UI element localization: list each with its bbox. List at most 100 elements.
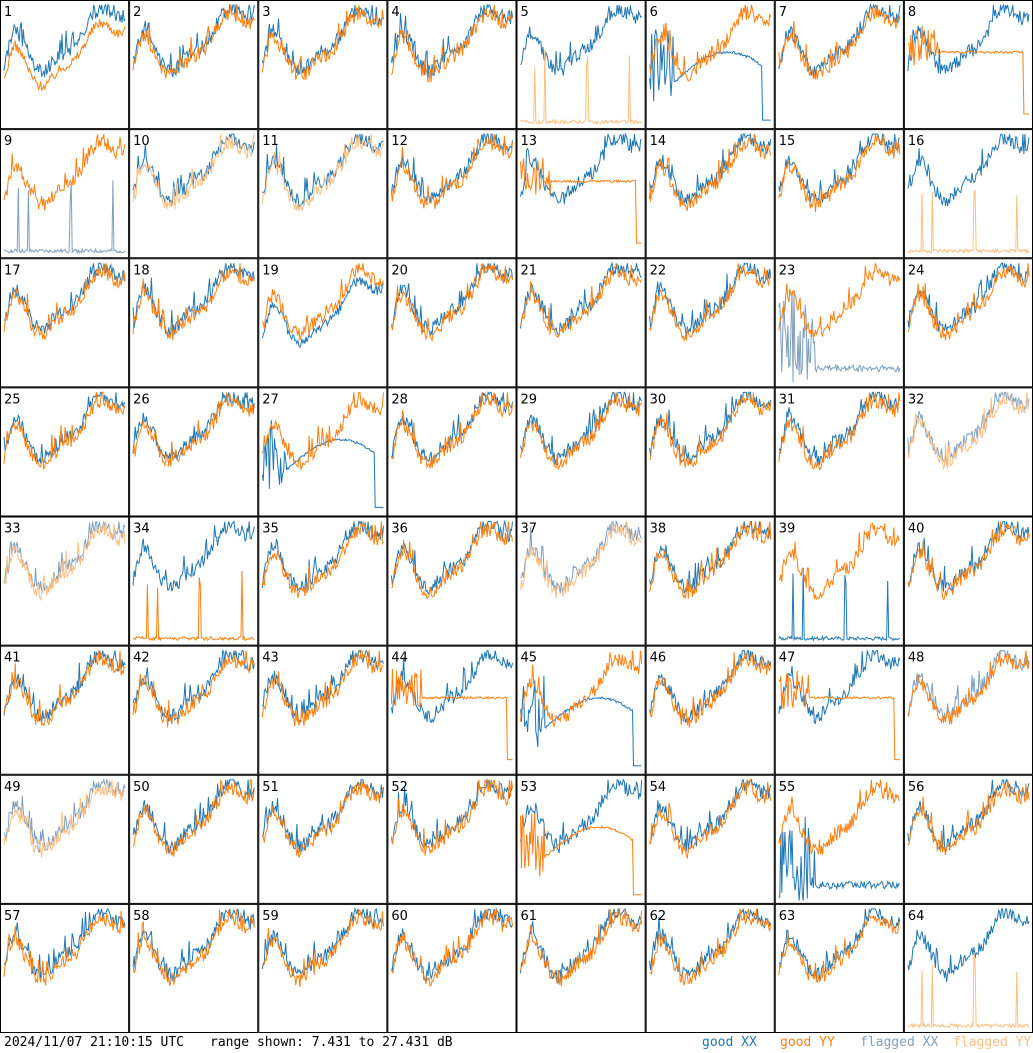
panel-14: 14 <box>645 129 775 259</box>
series-xx-panel-16 <box>907 133 1030 207</box>
panel-62: 62 <box>645 903 775 1033</box>
series-yy-panel-48 <box>907 650 1030 725</box>
series-xx-panel-9 <box>4 180 126 255</box>
panel-2: 2 <box>129 0 259 130</box>
legend-flagged-yy: flagged YY <box>953 1035 1032 1050</box>
panel-31: 31 <box>774 387 904 517</box>
panel-frame <box>0 516 130 646</box>
series-yy-panel-41 <box>3 650 126 727</box>
series-xx-panel-52 <box>390 777 513 849</box>
series-xx-panel-38 <box>649 521 772 595</box>
series-yy-panel-13 <box>520 157 642 244</box>
panel-30: 30 <box>645 387 775 517</box>
panel-number-label: 52 <box>391 780 408 795</box>
panel-frame <box>774 774 904 904</box>
panel-34: 34 <box>129 516 259 646</box>
panel-59: 59 <box>258 903 388 1033</box>
panel-frame <box>516 774 646 904</box>
panel-frame <box>258 387 388 517</box>
panel-43: 43 <box>258 645 388 775</box>
panel-number-label: 53 <box>521 780 538 795</box>
panel-frame <box>129 903 259 1033</box>
panel-number-label: 22 <box>650 263 667 278</box>
panel-64: 64 <box>903 903 1033 1033</box>
series-yy-panel-26 <box>132 392 255 467</box>
panel-32: 32 <box>903 387 1033 517</box>
panel-58: 58 <box>129 903 259 1033</box>
panel-number-label: 31 <box>779 392 796 407</box>
series-yy-panel-10 <box>132 134 255 210</box>
panel-number-label: 5 <box>521 5 529 20</box>
panel-frame <box>129 258 259 388</box>
series-xx-panel-4 <box>390 3 513 79</box>
series-xx-panel-36 <box>390 519 513 595</box>
panel-38: 38 <box>645 516 775 646</box>
series-yy-panel-6 <box>649 4 772 82</box>
panel-frame <box>387 903 517 1033</box>
panel-number-label: 6 <box>650 5 658 20</box>
series-xx-panel-1 <box>3 4 126 78</box>
series-yy-panel-16 <box>907 189 1030 255</box>
panel-10: 10 <box>129 129 259 259</box>
legend-flagged-xx: flagged XX <box>860 1035 939 1050</box>
series-xx-panel-59 <box>261 907 384 977</box>
panel-frame <box>516 516 646 646</box>
series-yy-panel-59 <box>261 909 384 988</box>
panel-number-label: 50 <box>133 780 150 795</box>
series-yy-panel-8 <box>907 25 1029 115</box>
panel-frame <box>0 774 130 904</box>
panel-17: 17 <box>0 258 130 388</box>
series-yy-panel-25 <box>3 391 126 470</box>
panel-47: 47 <box>774 645 904 775</box>
series-xx-panel-12 <box>390 132 513 204</box>
panel-frame <box>258 774 388 904</box>
panel-55: 55 <box>774 774 904 904</box>
panel-24: 24 <box>903 258 1033 388</box>
series-xx-panel-55 <box>778 816 901 901</box>
series-yy-panel-23 <box>778 263 901 338</box>
panel-frame <box>516 129 646 259</box>
panel-number-label: 47 <box>779 651 796 666</box>
panel-frame <box>258 516 388 646</box>
panel-number-label: 60 <box>391 909 408 924</box>
panel-number-label: 12 <box>391 134 408 149</box>
panel-9: 9 <box>0 129 130 259</box>
panel-50: 50 <box>129 774 259 904</box>
panel-frame <box>645 645 775 775</box>
series-yy-panel-63 <box>778 913 901 983</box>
panel-number-label: 41 <box>4 651 21 666</box>
panel-number-label: 34 <box>133 522 150 537</box>
panel-26: 26 <box>129 387 259 517</box>
series-yy-panel-12 <box>390 134 513 209</box>
panel-45: 45 <box>516 645 646 775</box>
series-yy-panel-17 <box>3 263 126 340</box>
panel-22: 22 <box>645 258 775 388</box>
series-yy-panel-64 <box>907 951 1030 1030</box>
panel-number-label: 11 <box>262 134 279 149</box>
panel-48: 48 <box>903 645 1033 775</box>
series-xx-panel-63 <box>778 907 901 980</box>
panel-number-label: 1 <box>4 5 12 20</box>
series-yy-panel-60 <box>390 908 513 987</box>
panel-4: 4 <box>387 0 517 130</box>
series-yy-panel-20 <box>390 263 513 342</box>
series-xx-panel-24 <box>907 262 1030 332</box>
panel-25: 25 <box>0 387 130 517</box>
series-yy-panel-19 <box>261 263 384 341</box>
series-yy-panel-37 <box>520 521 642 599</box>
panel-frame <box>129 516 259 646</box>
panel-8: 8 <box>903 0 1033 130</box>
series-xx-panel-64 <box>907 908 1030 982</box>
series-xx-panel-57 <box>3 907 126 979</box>
panel-number-label: 4 <box>391 5 399 20</box>
panel-number-label: 57 <box>4 909 21 924</box>
panel-frame <box>645 516 775 646</box>
panel-number-label: 3 <box>262 5 270 20</box>
series-xx-panel-26 <box>132 392 255 465</box>
series-yy-panel-18 <box>132 263 255 341</box>
series-yy-panel-42 <box>132 650 255 728</box>
panel-39: 39 <box>774 516 904 646</box>
series-xx-panel-30 <box>649 391 772 465</box>
panel-frame <box>516 645 646 775</box>
